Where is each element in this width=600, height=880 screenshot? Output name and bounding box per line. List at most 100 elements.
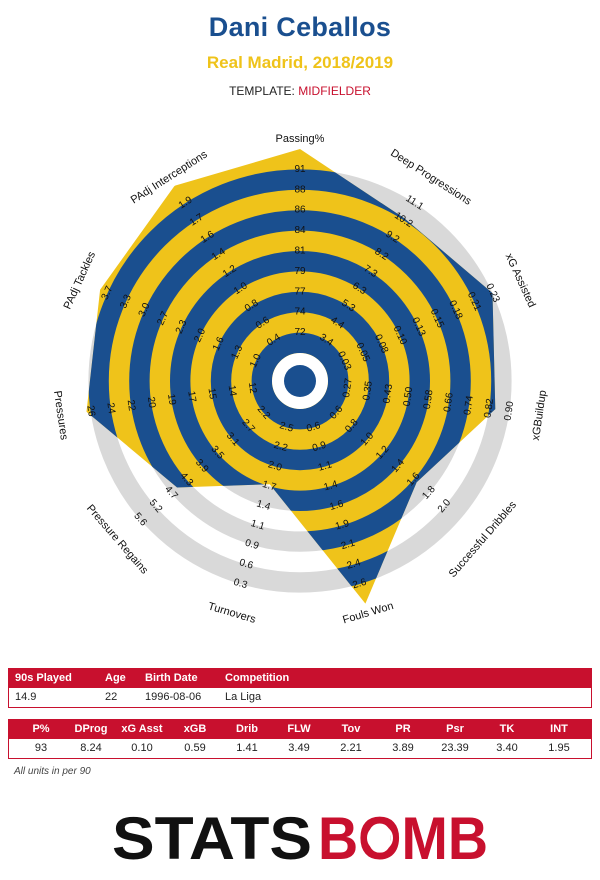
tick-label: 0.35 [361,380,375,401]
stat-header: Psr [446,723,464,735]
tick-label: 74 [294,307,306,318]
stat-value: 3.40 [496,742,518,754]
tick-label: 0.90 [503,400,517,421]
target-icon [367,825,393,851]
data-band-blue [169,251,431,512]
tick-label: 3.0 [137,301,153,319]
logo-stats-text: STATS [112,805,312,867]
tick-label: 91 [294,164,306,175]
axis-label: Fouls Won [341,600,395,626]
tick-label: 79 [294,266,306,277]
stat-header: xG Asst [121,723,163,735]
tick-label: 2.7 [155,310,171,328]
tick-label: 1.1 [317,459,334,474]
tick-label: 77 [294,286,306,297]
stat-value: 2.21 [340,742,362,754]
tick-label: 2.1 [340,538,357,553]
tick-label: 0.9 [244,538,261,553]
stat-header: P% [32,723,50,735]
template-label: TEMPLATE: [229,84,295,98]
tick-label: 0.50 [402,386,416,407]
center-dot [284,365,316,397]
info-header-age: Age [105,672,126,684]
tick-label: 0.66 [442,392,456,413]
axis-label: xGBuildup [530,389,549,441]
tick-label: 2.4 [346,557,363,572]
tick-label: 20 [145,396,158,409]
info-value-90s: 14.9 [15,691,37,703]
tick-label: 1.7 [261,479,278,494]
tick-label: 2.6 [351,577,368,592]
tick-label: 0.27 [341,377,355,398]
player-name: Dani Ceballos [208,12,392,42]
template-value: MIDFIELDER [298,84,371,98]
info-header-birthdate: Birth Date [145,672,198,684]
tick-label: 2.2 [272,440,289,455]
stats-table-header: P% DProg xG Asst xGB Drib FLW Tov PR Psr… [9,720,591,739]
statsbomb-logo: STATS BOMB [112,805,488,867]
tick-label: 2.5 [278,420,295,435]
axis-label: xG Assisted [503,252,538,310]
tick-label: 15 [205,387,218,400]
stats-table-row: 93 8.24 0.10 0.59 1.41 3.49 2.21 3.89 23… [9,739,591,758]
tick-label: 2.3 [174,318,190,336]
tick-label: 1.1 [249,518,266,533]
info-value-birthdate: 1996-08-06 [145,691,202,703]
stat-value: 8.24 [80,742,102,754]
tick-label: 0.74 [462,394,476,415]
tick-label: 2.0 [267,459,284,474]
info-table: 90s Played Age Birth Date Competition 14… [8,668,592,708]
stat-value: 0.59 [184,742,206,754]
tick-label: 19 [165,393,178,406]
stat-value: 3.49 [288,742,310,754]
stat-value: 0.10 [131,742,153,754]
axis-label: Passing% [276,133,325,145]
tick-label: 0.6 [238,557,255,572]
stat-header: xGB [183,723,207,735]
stat-header: FLW [287,723,311,735]
stat-header: PR [395,723,411,735]
tick-label: 1.6 [211,335,227,353]
team-season: Real Madrid, 2018/2019 [206,53,394,72]
tick-label: 2.0 [192,326,208,344]
tick-label: 88 [294,184,306,195]
tick-label: 0.43 [381,383,395,404]
stat-header: Tov [341,723,361,735]
tick-label: 84 [294,225,306,236]
tick-label: 1.0 [248,352,264,370]
tick-label: 0.82 [482,397,496,418]
axis-label: Pressures [51,390,70,441]
axis-label: PAdj Tackles [62,249,99,311]
stat-header: INT [550,723,568,735]
tick-label: 1.4 [323,479,340,494]
tick-label: 81 [294,246,306,257]
tick-label: 1.6 [328,498,345,513]
stat-value: 3.89 [392,742,414,754]
tick-label: 3.7 [100,284,116,302]
radar-chart: 727477798184868891Passing%3.44.45.36.37.… [51,133,549,627]
tick-label: 24 [104,402,117,415]
data-band-blue [251,332,349,430]
stat-value: 23.39 [441,742,469,754]
tick-label: 0.6 [305,420,322,435]
info-table-row: 14.9 22 1996-08-06 La Liga [9,688,591,707]
tick-label: 1.9 [334,518,351,533]
tick-label: 86 [294,205,306,216]
stat-value: 93 [34,742,48,754]
tick-label: 72 [294,327,306,338]
stat-header: TK [499,723,515,735]
tick-label: 17 [185,390,198,403]
tick-label: 26 [84,405,97,418]
tick-label: 0.3 [232,577,249,592]
stat-header: Drib [236,723,258,735]
axis-label: Turnovers [207,601,258,627]
info-header-90s: 90s Played [15,672,72,684]
info-table-header: 90s Played Age Birth Date Competition [9,669,591,688]
tick-label: 12 [246,382,259,395]
tick-label: 14 [226,385,239,398]
info-header-competition: Competition [225,672,290,684]
tick-label: 1.3 [230,343,246,361]
tick-label: 3.3 [118,293,134,311]
tick-label: 0.58 [422,389,436,410]
units-note: All units in per 90 [14,766,91,777]
